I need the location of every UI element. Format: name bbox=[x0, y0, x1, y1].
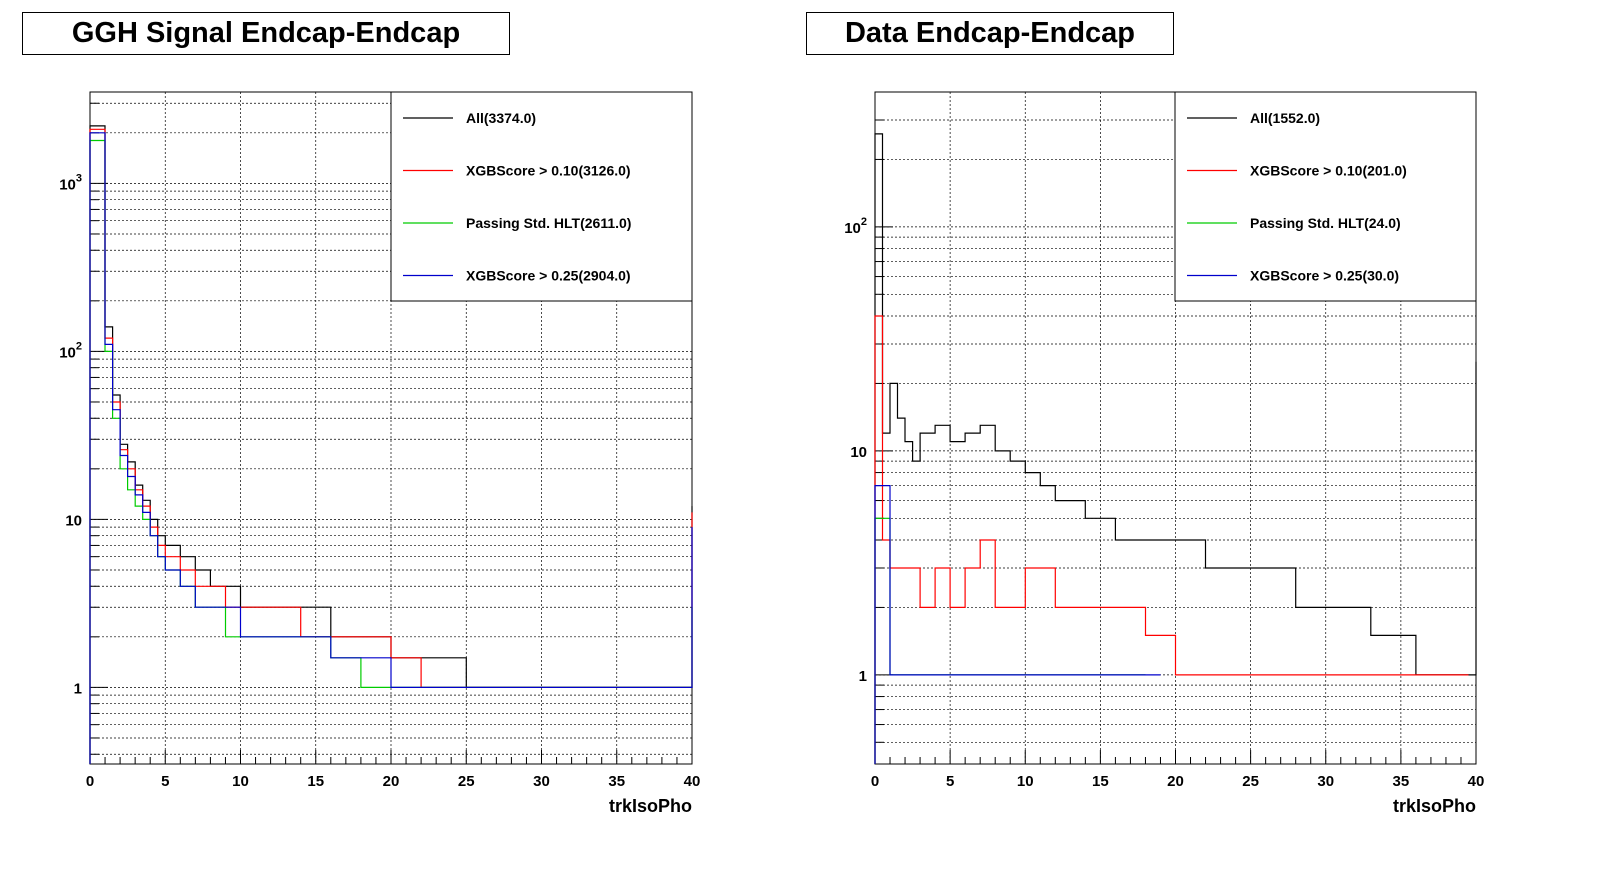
y-tick-label: 1 bbox=[74, 680, 82, 697]
right-panel-data: 0 5 10 15 20 25 30 35 40 1 10 102 trkIsoPho All(1552.… bbox=[844, 91, 1485, 816]
series-line-2 bbox=[874, 315, 1469, 764]
x-tick-label: 0 bbox=[871, 773, 879, 790]
x-tick-label: 30 bbox=[1317, 773, 1334, 790]
y-tick-label: 102 bbox=[844, 216, 867, 237]
x-tick-label: 35 bbox=[1393, 773, 1410, 790]
legend-box bbox=[390, 91, 693, 302]
x-tick-label: 10 bbox=[232, 773, 249, 790]
x-tick-label: 10 bbox=[1017, 773, 1034, 790]
legend-label: XGBScore > 0.25(30.0) bbox=[1250, 268, 1399, 284]
series-line-1 bbox=[874, 133, 1477, 764]
legend-label: XGBScore > 0.10(3126.0) bbox=[466, 163, 631, 179]
x-tick-label: 5 bbox=[161, 773, 169, 790]
x-tick-label: 40 bbox=[684, 773, 701, 790]
left-chart-title: GGH Signal Endcap-Endcap bbox=[71, 17, 461, 49]
y-tick-label: 103 bbox=[59, 172, 82, 193]
x-axis-title: trkIsoPho bbox=[1393, 796, 1476, 816]
left-chart-title-box: GGH Signal Endcap-Endcap bbox=[22, 12, 510, 55]
x-tick-label: 5 bbox=[946, 773, 954, 790]
x-axis-title: trkIsoPho bbox=[609, 796, 692, 816]
x-tick-label: 25 bbox=[1242, 773, 1259, 790]
left-panel-ggh-signal: 0 5 10 15 20 25 30 35 40 1 10 102 103 trkIsoPho All(33… bbox=[59, 91, 701, 816]
legend-label: XGBScore > 0.10(201.0) bbox=[1250, 163, 1407, 179]
x-tick-label: 15 bbox=[1092, 773, 1109, 790]
x-tick-label: 35 bbox=[608, 773, 625, 790]
y-tick-label: 102 bbox=[59, 340, 82, 361]
x-tick-label: 40 bbox=[1468, 773, 1485, 790]
series-line-4 bbox=[89, 132, 693, 764]
x-tick-label: 15 bbox=[307, 773, 324, 790]
series-line-4 bbox=[874, 485, 1161, 764]
legend-label: All(3374.0) bbox=[466, 110, 536, 126]
legend-box bbox=[1174, 91, 1477, 302]
x-tick-label: 25 bbox=[458, 773, 475, 790]
x-tick-label: 20 bbox=[383, 773, 400, 790]
y-tick-label: 10 bbox=[65, 512, 82, 529]
legend-label: XGBScore > 0.25(2904.0) bbox=[466, 268, 631, 284]
legend-label: Passing Std. HLT(2611.0) bbox=[466, 215, 631, 231]
right-chart-title: Data Endcap-Endcap bbox=[844, 17, 1136, 49]
legend-label: All(1552.0) bbox=[1250, 110, 1320, 126]
x-tick-label: 20 bbox=[1167, 773, 1184, 790]
x-tick-label: 0 bbox=[86, 773, 94, 790]
right-chart-title-box: Data Endcap-Endcap bbox=[806, 12, 1174, 55]
legend-label: Passing Std. HLT(24.0) bbox=[1250, 215, 1401, 231]
y-tick-label: 1 bbox=[859, 668, 867, 685]
x-tick-label: 30 bbox=[533, 773, 550, 790]
y-tick-label: 10 bbox=[850, 444, 867, 461]
